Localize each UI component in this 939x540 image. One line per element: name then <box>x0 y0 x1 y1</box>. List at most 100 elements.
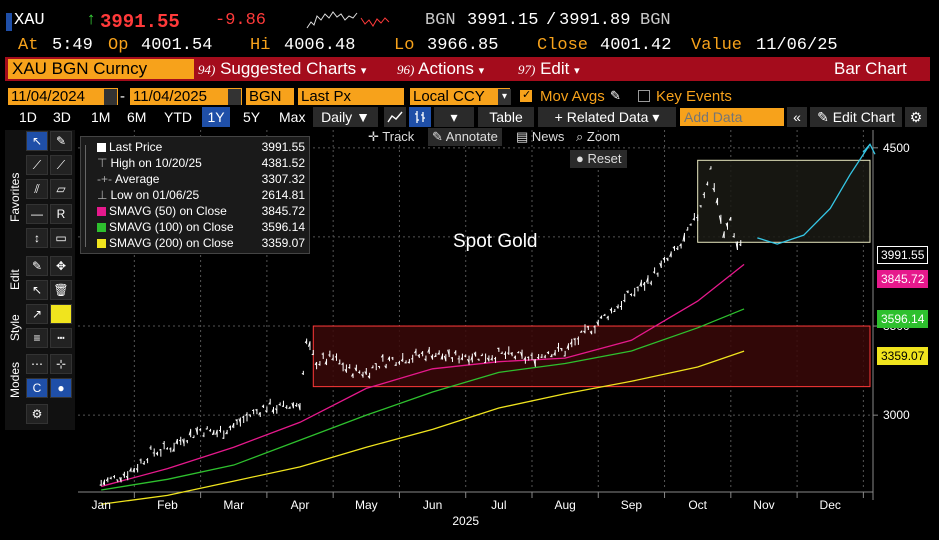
currency-dropdown-icon[interactable]: ▾ <box>498 89 511 105</box>
sma50-tag: 3845.72 <box>877 270 929 288</box>
price-bar-open <box>739 244 741 246</box>
range-5y[interactable]: 5Y <box>243 109 261 125</box>
range-1d[interactable]: 1D <box>19 109 37 125</box>
security-field[interactable]: XAU BGN Curncy <box>8 59 194 79</box>
dash-style-icon[interactable]: ┅ <box>50 328 72 348</box>
select-icon[interactable]: ↖ <box>26 280 48 300</box>
line-style-icon[interactable]: ↗ <box>26 304 48 324</box>
average-line-icon: -+- <box>97 172 112 186</box>
gear-icon[interactable]: ⚙ <box>905 107 927 127</box>
spot-gold-annotation[interactable]: Spot Gold <box>453 231 538 252</box>
scissors-icon[interactable]: ⋯ <box>26 354 48 374</box>
legend-average-value: 3307.32 <box>261 172 305 186</box>
palette-icon[interactable]: ● <box>50 378 72 398</box>
price-bar-open <box>155 452 158 456</box>
range-ytd[interactable]: YTD <box>164 109 192 125</box>
crosshair-icon[interactable]: ⊹ <box>50 354 72 374</box>
price-bar-open <box>427 348 430 353</box>
line-chart-icon[interactable] <box>384 107 406 127</box>
edit-menu[interactable]: 97) Edit ▾ <box>518 59 580 78</box>
color-swatch-icon[interactable] <box>50 304 72 324</box>
collapse-icon[interactable]: « <box>787 107 807 127</box>
channel-icon[interactable]: ⫽ <box>26 179 48 199</box>
ray-icon[interactable]: ⟋ <box>50 155 72 175</box>
range-6m[interactable]: 6M <box>127 109 147 125</box>
move-icon[interactable]: ✥ <box>50 256 72 276</box>
brush-icon[interactable]: ✎ <box>26 256 48 276</box>
range-3d[interactable]: 3D <box>53 109 71 125</box>
hline-icon[interactable]: — <box>26 204 48 224</box>
currency-field[interactable]: Local CCY <box>410 88 510 105</box>
key-events-label[interactable]: Key Events <box>656 88 732 105</box>
settings-gear-icon[interactable]: ⚙ <box>26 404 48 424</box>
rectangle-icon[interactable]: ▭ <box>50 228 72 248</box>
price-bar-open <box>304 340 308 344</box>
bar-chart-icon[interactable] <box>409 107 431 127</box>
annotate-button[interactable]: ✎ Annotate <box>428 128 502 146</box>
pointer-icon[interactable]: ↖ <box>26 131 48 151</box>
price-bar-open <box>424 358 427 361</box>
legend-high: ⊤ High on 10/20/25 <box>97 156 202 170</box>
chart-type-dropdown[interactable]: ▾ <box>434 107 474 127</box>
news-button[interactable]: ▤ News <box>516 129 565 144</box>
calendar-icon[interactable] <box>104 89 117 105</box>
reset-button[interactable]: ● Reset <box>570 150 628 168</box>
add-data-input[interactable] <box>680 108 784 126</box>
fib-icon[interactable]: ▱ <box>50 179 72 199</box>
key-events-checkbox[interactable] <box>638 90 650 102</box>
source-field[interactable]: BGN <box>246 88 294 105</box>
calendar-icon[interactable] <box>228 89 241 105</box>
price-bar-open <box>606 315 609 319</box>
measure-icon[interactable]: ↕ <box>26 228 48 248</box>
price-bar-open <box>271 408 274 413</box>
magnet-icon[interactable]: C <box>26 378 48 398</box>
price-bar-open <box>497 347 500 350</box>
price-field[interactable]: Last Px <box>298 88 404 105</box>
price-bar-open <box>523 357 526 361</box>
mov-avgs-label[interactable]: Mov Avgs <box>540 88 605 105</box>
end-date-field[interactable]: 11/04/2025 <box>130 88 242 105</box>
line-weight-icon[interactable]: ≡ <box>26 328 48 348</box>
price-bar-open <box>645 277 649 283</box>
price-bar-open <box>722 231 725 238</box>
x-tick-label: Nov <box>753 498 774 512</box>
price-bar-open <box>307 341 311 347</box>
pen-icon[interactable]: ✎ <box>50 131 72 151</box>
trash-icon[interactable]: 🗑 <box>50 280 72 300</box>
price-bar-open <box>665 257 669 261</box>
low-marker-icon: ⊥ <box>97 188 108 202</box>
table-button[interactable]: Table <box>478 107 534 127</box>
price-bar-open <box>566 344 569 349</box>
price-bar-open <box>513 355 516 359</box>
zoom-button[interactable]: ⌕ Zoom <box>576 129 621 144</box>
start-date-field[interactable]: 11/04/2024 <box>8 88 118 105</box>
price-bar-open <box>583 330 586 334</box>
pencil-icon: ✎ <box>817 109 829 125</box>
legend-swatch <box>97 143 106 152</box>
trendline-icon[interactable]: ⟋ <box>26 155 48 175</box>
price-bar-open <box>447 349 450 356</box>
range-1y[interactable]: 1Y <box>202 107 230 127</box>
edit-chart-button[interactable]: ✎ Edit Chart <box>810 107 902 127</box>
price-bar-open <box>510 352 513 356</box>
price-bar-open <box>351 373 354 377</box>
range-max[interactable]: Max <box>279 109 306 125</box>
actions-menu[interactable]: 96) Actions ▾ <box>397 59 485 78</box>
sma200-tag: 3359.07 <box>877 347 929 365</box>
pencil-icon[interactable]: ✎ <box>610 88 621 103</box>
price-bar-open <box>159 448 162 451</box>
suggested-charts-menu[interactable]: 94) Suggested Charts ▾ <box>198 59 367 78</box>
price-bar-open <box>211 431 215 436</box>
price-bar-open <box>579 330 583 333</box>
price-bar-open <box>546 351 549 354</box>
periodicity-dropdown[interactable]: Daily ▼ <box>313 107 378 127</box>
track-button[interactable]: ✛ Track <box>368 129 415 144</box>
forecast-arrow-head <box>862 143 876 155</box>
text-icon[interactable]: R <box>50 204 72 224</box>
price-bar-open <box>407 361 410 364</box>
related-data-dropdown[interactable]: + Related Data ▾ <box>538 107 676 127</box>
mov-avgs-checkbox[interactable]: ✓ <box>520 89 532 102</box>
range-1m[interactable]: 1M <box>91 109 111 125</box>
price-bar-open <box>258 411 261 416</box>
